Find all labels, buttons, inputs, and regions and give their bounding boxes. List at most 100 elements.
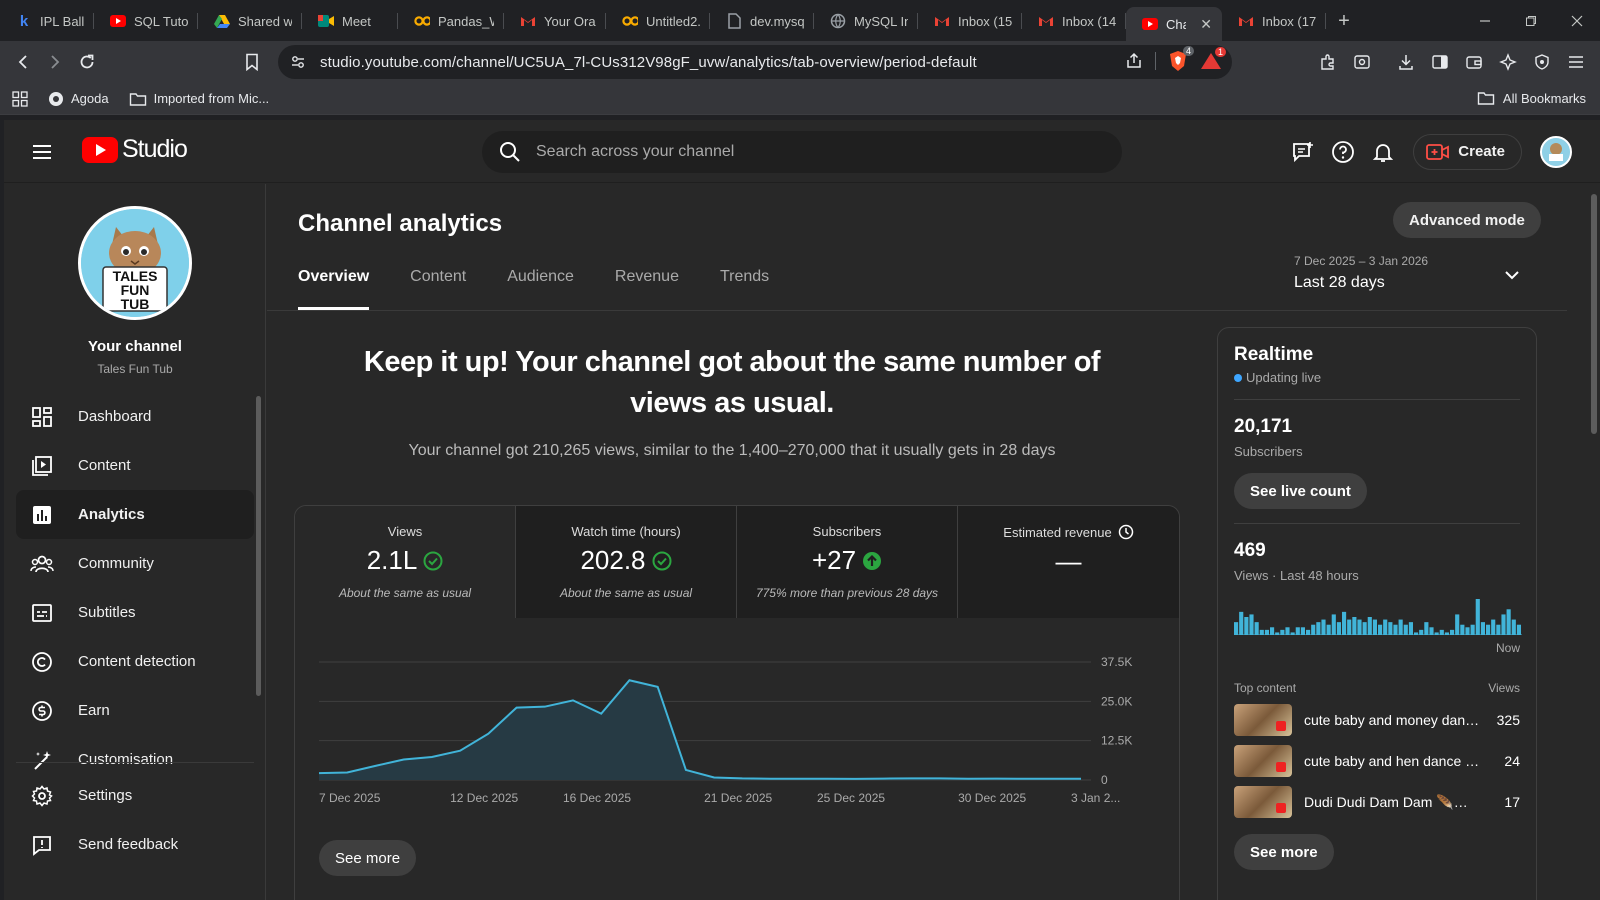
video-thumbnail[interactable] xyxy=(1234,704,1292,736)
studio-logo[interactable]: Studio xyxy=(82,135,188,164)
realtime-bar[interactable] xyxy=(1367,617,1372,635)
data-point[interactable] xyxy=(484,730,492,738)
download-icon[interactable] xyxy=(1390,46,1422,78)
realtime-bar[interactable] xyxy=(1429,627,1434,635)
sidebar-item-send-feedback[interactable]: Send feedback xyxy=(16,820,254,869)
realtime-bar[interactable] xyxy=(1259,629,1264,635)
new-tab-icon[interactable]: + xyxy=(1338,9,1350,32)
data-point[interactable] xyxy=(936,774,944,782)
realtime-bar[interactable] xyxy=(1249,614,1254,635)
realtime-bar[interactable] xyxy=(1480,622,1485,635)
see-more-button[interactable]: See more xyxy=(319,840,417,876)
address-bar[interactable]: studio.youtube.com/channel/UC5UA_7l-CUs3… xyxy=(278,45,1232,79)
realtime-bar[interactable] xyxy=(1254,622,1259,635)
realtime-bar[interactable] xyxy=(1331,614,1336,635)
sidebar-item-subtitles[interactable]: Subtitles xyxy=(16,588,254,637)
browser-tab[interactable]: Your Orac xyxy=(504,7,606,35)
data-point[interactable] xyxy=(908,774,916,782)
browser-tab[interactable]: Untitled2. xyxy=(606,7,710,35)
account-avatar[interactable] xyxy=(1540,135,1572,168)
data-point[interactable] xyxy=(879,775,887,783)
realtime-bar[interactable] xyxy=(1342,611,1347,635)
metric-views[interactable]: Views 2.1L About the same as usual xyxy=(295,506,516,618)
tab-content[interactable]: Content xyxy=(410,268,467,285)
top-content-row[interactable]: cute baby and money danc... 325 xyxy=(1234,704,1520,736)
sidebar-item-analytics[interactable]: Analytics xyxy=(16,490,254,539)
realtime-bar[interactable] xyxy=(1434,632,1439,635)
realtime-bar[interactable] xyxy=(1516,624,1521,635)
vpn-icon[interactable] xyxy=(1526,46,1558,78)
bookmark-page-icon[interactable] xyxy=(236,46,268,78)
restore-icon[interactable] xyxy=(1508,0,1554,41)
realtime-bar[interactable] xyxy=(1336,622,1341,635)
see-more-realtime-button[interactable]: See more xyxy=(1234,834,1334,870)
data-point[interactable] xyxy=(738,774,746,782)
data-point[interactable] xyxy=(654,683,662,691)
realtime-bar[interactable] xyxy=(1326,624,1331,635)
realtime-bar[interactable] xyxy=(1234,622,1239,635)
realtime-bar[interactable] xyxy=(1419,629,1424,635)
apps-icon[interactable] xyxy=(0,90,38,107)
realtime-bar[interactable] xyxy=(1295,627,1300,635)
brave-rewards-icon[interactable]: 1 xyxy=(1200,47,1226,71)
realtime-bar[interactable] xyxy=(1316,622,1321,635)
sidebar-toggle-icon[interactable] xyxy=(1424,46,1456,78)
browser-tab[interactable]: Pandas_W xyxy=(398,7,504,35)
data-point[interactable] xyxy=(964,775,972,783)
search-input[interactable]: Search across your channel xyxy=(536,143,735,160)
realtime-bar[interactable] xyxy=(1357,619,1362,635)
notifications-icon[interactable] xyxy=(1363,132,1403,172)
video-thumbnail[interactable] xyxy=(1234,786,1292,818)
realtime-bar[interactable] xyxy=(1321,619,1326,635)
data-point[interactable] xyxy=(851,775,859,783)
sidebar-item-content[interactable]: Content xyxy=(16,441,254,490)
realtime-bar[interactable] xyxy=(1501,614,1506,635)
realtime-bar[interactable] xyxy=(1444,632,1449,635)
leo-ai-icon[interactable] xyxy=(1492,46,1524,78)
back-icon[interactable] xyxy=(7,46,39,78)
browser-tab[interactable]: Meet xyxy=(302,7,398,35)
browser-tab[interactable]: SQL Tutor xyxy=(94,7,198,35)
data-point[interactable] xyxy=(1049,775,1057,783)
minimize-icon[interactable] xyxy=(1462,0,1508,41)
sidebar-scrollbar[interactable] xyxy=(256,396,261,696)
wallet-icon[interactable] xyxy=(1458,46,1490,78)
realtime-bar[interactable] xyxy=(1475,599,1480,635)
site-settings-icon[interactable] xyxy=(290,54,306,70)
data-point[interactable] xyxy=(795,775,803,783)
realtime-bar[interactable] xyxy=(1460,624,1465,635)
realtime-bar[interactable] xyxy=(1388,622,1393,635)
browser-tab[interactable]: Inbox (14 xyxy=(1022,7,1126,35)
metric-watch-time-hours[interactable]: Watch time (hours) 202.8 About the same as… xyxy=(516,506,737,618)
advanced-mode-button[interactable]: Advanced mode xyxy=(1393,202,1541,238)
realtime-bar[interactable] xyxy=(1275,632,1280,635)
realtime-bar[interactable] xyxy=(1285,627,1290,635)
realtime-bar[interactable] xyxy=(1496,624,1501,635)
realtime-bar[interactable] xyxy=(1511,619,1516,635)
screenshot-icon[interactable] xyxy=(1346,46,1378,78)
realtime-bar[interactable] xyxy=(1403,624,1408,635)
hamburger-menu-icon[interactable] xyxy=(30,140,54,164)
realtime-bar[interactable] xyxy=(1450,629,1455,635)
help-icon[interactable] xyxy=(1323,132,1363,172)
channel-avatar[interactable]: TALES FUN TUB xyxy=(78,206,192,320)
data-point[interactable] xyxy=(767,775,775,783)
metric-estimated-revenue[interactable]: Estimated revenue — xyxy=(958,506,1179,618)
realtime-bar[interactable] xyxy=(1347,619,1352,635)
realtime-bar[interactable] xyxy=(1470,624,1475,635)
realtime-bar[interactable] xyxy=(1372,619,1377,635)
menu-icon[interactable] xyxy=(1560,46,1592,78)
realtime-bar[interactable] xyxy=(1424,622,1429,635)
close-tab-icon[interactable]: ✕ xyxy=(1200,15,1212,32)
realtime-bar[interactable] xyxy=(1239,611,1244,635)
period-selector[interactable]: 7 Dec 2025 – 3 Jan 2026 Last 28 days xyxy=(1294,254,1428,292)
extensions-icon[interactable] xyxy=(1312,46,1344,78)
search-bar[interactable]: Search across your channel xyxy=(482,131,1122,173)
all-bookmarks[interactable]: All Bookmarks xyxy=(1477,90,1586,106)
bookmark-agoda[interactable]: Agoda xyxy=(38,91,119,107)
browser-tab[interactable]: Shared wi xyxy=(198,7,302,35)
chevron-down-icon[interactable] xyxy=(1503,266,1521,284)
brave-shields-icon[interactable]: 4 xyxy=(1168,46,1194,72)
bookmark-folder-imported[interactable]: Imported from Mic... xyxy=(119,91,280,107)
data-point[interactable] xyxy=(456,747,464,755)
